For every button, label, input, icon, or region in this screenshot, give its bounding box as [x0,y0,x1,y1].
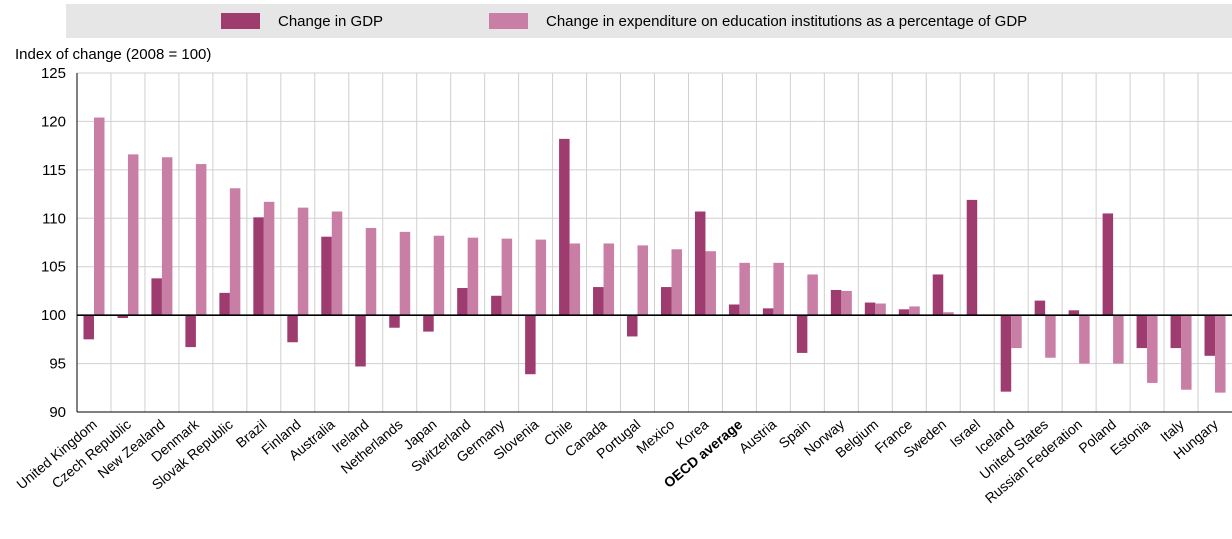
bar-gdp [321,236,332,316]
legend-swatch-gdp [221,13,260,29]
bar-gdp [1102,213,1114,316]
bar-gdp [117,315,128,319]
bar-expenditure [297,207,309,316]
bar-expenditure [637,245,649,316]
bar-gdp [389,315,400,328]
bar-expenditure [501,238,513,316]
bar-expenditure [671,249,682,316]
x-tick-label: Austria [736,416,780,456]
bar-gdp [287,315,298,343]
bar-gdp [728,304,740,316]
bar-gdp [627,315,638,337]
bar-expenditure [263,201,275,316]
bar-gdp [593,287,604,316]
legend-label-gdp: Change in GDP [278,12,384,30]
bar-expenditure [229,188,241,316]
bar-expenditure [875,303,886,316]
y-tick-label: 120 [41,113,66,130]
x-tick-label: Mexico [633,416,677,457]
bar-gdp [762,308,774,316]
bar-gdp [830,289,842,316]
bar-expenditure [433,235,445,316]
bar-expenditure [1181,315,1192,390]
bar-expenditure [127,154,139,316]
bar-gdp [1136,315,1148,349]
y-tick-label: 115 [42,162,66,179]
bar-expenditure [467,237,479,316]
bar-gdp [864,302,876,316]
bar-gdp [355,315,366,367]
bar-expenditure [93,117,105,316]
bar-expenditure [739,262,750,316]
legend-label-expenditure: Change in expenditure on education insti… [546,12,1028,30]
bar-gdp [185,315,196,348]
bar-gdp [694,211,706,316]
bar-gdp [660,287,672,316]
bar-gdp [559,138,570,316]
bar-expenditure [1045,315,1056,358]
y-tick-label: 95 [49,356,66,373]
y-tick-label: 100 [41,307,66,324]
bar-gdp [83,315,94,340]
bar-gdp [491,295,502,316]
bar-gdp [151,278,162,316]
bar-expenditure [909,306,920,316]
bar-expenditure [161,157,173,316]
bar-expenditure [603,243,615,316]
bar-gdp [457,288,468,316]
legend-item-gdp: Change in GDP [221,4,383,38]
bar-gdp [1000,315,1012,392]
y-tick-label: 105 [41,259,66,276]
bar-expenditure [535,239,547,316]
bar-expenditure [807,274,818,316]
bar-expenditure [195,164,207,316]
legend: Change in GDP Change in expenditure on e… [66,4,1232,38]
y-tick-label: 125 [41,65,66,82]
bar-gdp [423,315,434,332]
y-tick-label: 110 [42,210,66,227]
bar-gdp [1034,300,1046,316]
bar-gdp [219,292,230,316]
bar-expenditure [1215,315,1226,393]
bar-expenditure [773,262,784,316]
bar-expenditure [705,251,716,316]
bar-gdp [898,309,910,316]
bar-expenditure [331,211,343,316]
y-tick-label: 90 [49,404,66,421]
bar-expenditure [1079,315,1090,364]
y-axis-title: Index of change (2008 = 100) [15,46,212,63]
bar-gdp [253,217,264,316]
bar-gdp [966,199,978,316]
bar-gdp [1204,315,1216,356]
bar-gdp [1068,310,1080,316]
bar-expenditure [943,312,954,316]
bar-expenditure [841,290,852,316]
bar-gdp [796,315,808,353]
bar-gdp [525,315,536,375]
bar-gdp [1170,315,1182,349]
bar-expenditure [569,243,581,316]
bar-expenditure [1113,315,1124,364]
bar-expenditure [365,227,377,316]
legend-swatch-expenditure [489,13,528,29]
bar-gdp [932,274,944,316]
bar-expenditure [1147,315,1158,383]
bar-expenditure [1011,315,1022,349]
bar-expenditure [399,231,411,316]
legend-item-expenditure: Change in expenditure on education insti… [489,4,1027,38]
